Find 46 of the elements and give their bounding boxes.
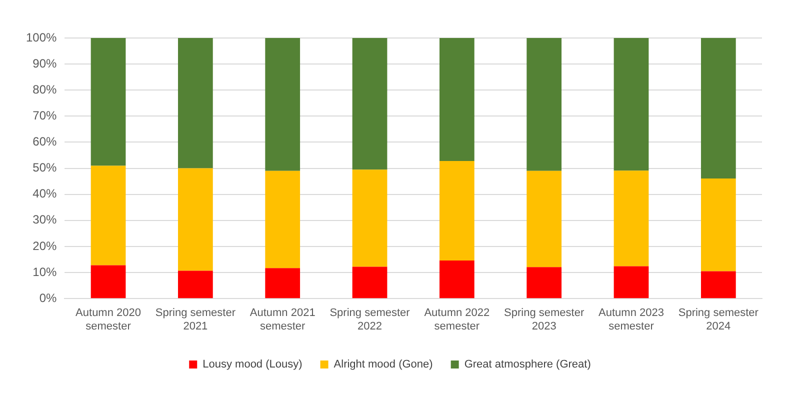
legend-label: Lousy mood (Lousy) bbox=[202, 358, 302, 371]
x-tick-label: Autumn 2023 semester bbox=[598, 307, 664, 332]
legend-label: Alright mood (Gone) bbox=[334, 358, 433, 371]
x-tick-label: Autumn 2021 semester bbox=[250, 307, 316, 332]
bar bbox=[265, 268, 300, 298]
bar bbox=[614, 38, 649, 171]
bar bbox=[439, 260, 474, 298]
y-tick-label: 70% bbox=[32, 108, 58, 122]
y-tick-label: 30% bbox=[32, 212, 58, 227]
bar bbox=[352, 170, 388, 267]
bar bbox=[526, 38, 562, 171]
bar bbox=[90, 265, 126, 298]
bar bbox=[178, 270, 213, 298]
x-tick-label: Autumn 2022 semester bbox=[424, 307, 490, 332]
bar bbox=[90, 38, 126, 166]
y-tick-label: 90% bbox=[32, 56, 58, 70]
bar bbox=[178, 168, 213, 271]
y-tick-label: 40% bbox=[32, 186, 58, 201]
bar bbox=[352, 38, 388, 170]
y-tick-label: 10% bbox=[32, 264, 58, 279]
bar bbox=[178, 38, 213, 168]
y-tick-label: 60% bbox=[32, 134, 58, 149]
bar bbox=[700, 38, 736, 178]
y-tick-label: 50% bbox=[32, 160, 58, 175]
bar bbox=[352, 266, 388, 298]
bar bbox=[700, 271, 736, 298]
bar bbox=[439, 161, 474, 261]
bar bbox=[614, 170, 649, 266]
bar bbox=[439, 38, 474, 162]
bar bbox=[526, 170, 562, 268]
y-tick-label: 80% bbox=[32, 82, 58, 96]
x-tick-label: Spring semester 2024 bbox=[678, 307, 759, 332]
bar bbox=[614, 266, 649, 298]
bar bbox=[700, 178, 736, 272]
x-tick-label: Autumn 2020 semester bbox=[76, 307, 141, 332]
y-tick-label: 0% bbox=[39, 290, 58, 305]
bar bbox=[265, 38, 300, 171]
x-tick-label: Spring semester 2023 bbox=[504, 307, 584, 332]
bar bbox=[526, 267, 562, 298]
x-tick-label: Spring semester 2022 bbox=[330, 307, 410, 332]
bar bbox=[90, 166, 126, 266]
x-tick-label: Spring semester 2021 bbox=[155, 307, 236, 332]
legend-label: Great atmosphere (Great) bbox=[464, 358, 591, 371]
y-tick-label: 100% bbox=[26, 30, 58, 44]
y-tick-label: 20% bbox=[32, 238, 58, 253]
bar bbox=[265, 170, 300, 268]
